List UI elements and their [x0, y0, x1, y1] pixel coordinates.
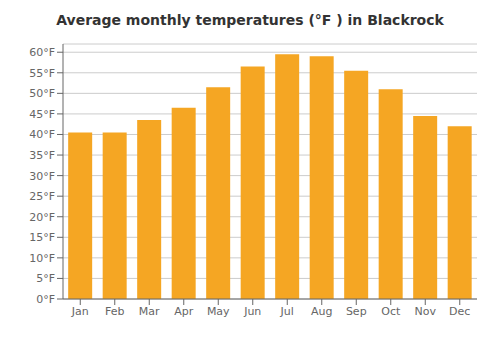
svg-text:15°F: 15°F	[29, 231, 55, 244]
svg-text:Oct: Oct	[381, 305, 401, 318]
svg-text:May: May	[207, 305, 230, 318]
svg-text:50°F: 50°F	[29, 87, 55, 100]
svg-text:Nov: Nov	[415, 305, 437, 318]
svg-text:60°F: 60°F	[29, 46, 55, 59]
svg-text:Feb: Feb	[105, 305, 124, 318]
svg-text:0°F: 0°F	[36, 293, 55, 306]
svg-text:55°F: 55°F	[29, 67, 55, 80]
svg-text:45°F: 45°F	[29, 108, 55, 121]
svg-text:10°F: 10°F	[29, 252, 55, 265]
svg-text:Jun: Jun	[243, 305, 261, 318]
svg-text:20°F: 20°F	[29, 211, 55, 224]
svg-text:25°F: 25°F	[29, 190, 55, 203]
svg-text:Jan: Jan	[71, 305, 89, 318]
svg-text:Apr: Apr	[174, 305, 194, 318]
svg-text:Aug: Aug	[311, 305, 332, 318]
svg-text:Jul: Jul	[280, 305, 294, 318]
svg-text:Mar: Mar	[139, 305, 160, 318]
svg-text:Dec: Dec	[449, 305, 470, 318]
svg-text:30°F: 30°F	[29, 170, 55, 183]
svg-text:Sep: Sep	[346, 305, 367, 318]
svg-text:40°F: 40°F	[29, 128, 55, 141]
svg-text:5°F: 5°F	[36, 272, 55, 285]
html-text:Average monthly temperatures (: Average monthly temperatures (°F ) in Bl…	[56, 12, 444, 28]
svg-text:35°F: 35°F	[29, 149, 55, 162]
